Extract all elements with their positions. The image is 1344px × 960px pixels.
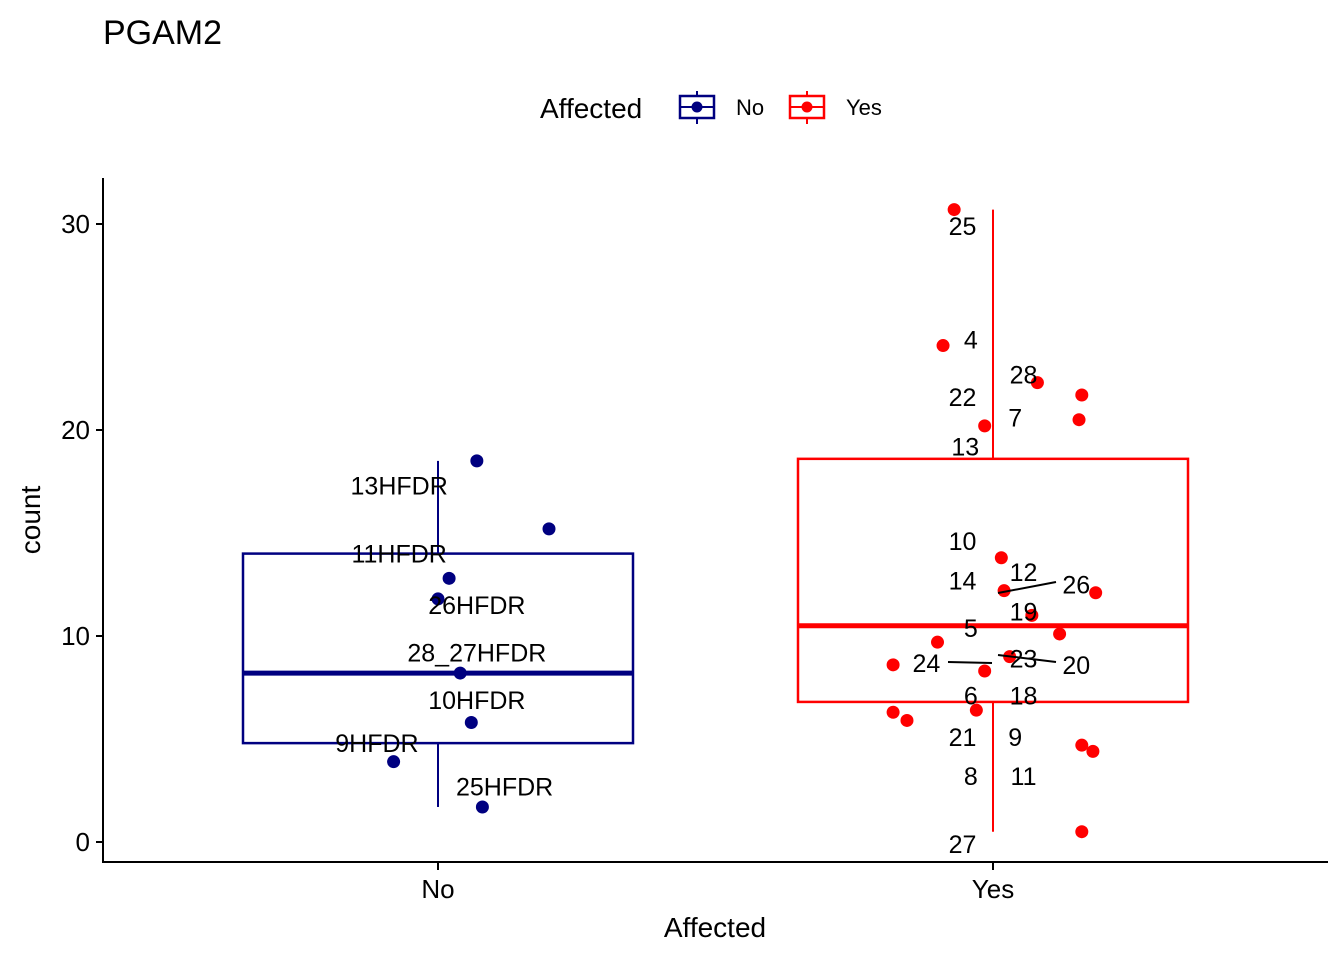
data-point bbox=[387, 755, 401, 769]
legend-label: No bbox=[736, 95, 764, 120]
data-point bbox=[1025, 608, 1039, 622]
point-label: 25HFDR bbox=[456, 773, 553, 801]
label-leader bbox=[997, 581, 1057, 594]
point-label: 22 bbox=[949, 384, 977, 412]
data-point bbox=[994, 551, 1008, 565]
point-label: 27 bbox=[949, 831, 977, 859]
point-label: 8 bbox=[964, 763, 978, 791]
point-label: 20 bbox=[1062, 652, 1090, 680]
label-leader bbox=[947, 661, 993, 664]
point-label: 26 bbox=[1062, 572, 1090, 600]
box-iqr bbox=[241, 552, 635, 745]
y-tick-label: 10 bbox=[61, 621, 90, 651]
point-label: 24 bbox=[912, 650, 940, 678]
data-point bbox=[453, 666, 467, 680]
point-label: 12 bbox=[1010, 559, 1038, 587]
data-point bbox=[470, 454, 484, 468]
legend-key-point bbox=[691, 101, 703, 113]
point-label: 7 bbox=[1008, 405, 1022, 433]
data-point bbox=[542, 522, 556, 536]
y-tick-label: 30 bbox=[61, 209, 90, 239]
legend: Affected No Yes bbox=[540, 91, 882, 124]
point-label: 28_27HFDR bbox=[407, 639, 546, 667]
data-point bbox=[947, 203, 961, 217]
data-point bbox=[978, 419, 992, 433]
data-point bbox=[936, 339, 950, 353]
data-point bbox=[464, 716, 478, 730]
point-label: 13 bbox=[951, 433, 979, 461]
data-point bbox=[1086, 744, 1100, 758]
point-label: 10 bbox=[949, 528, 977, 556]
y-tick-label: 20 bbox=[61, 415, 90, 445]
data-point bbox=[1075, 825, 1089, 839]
point-label: 9HFDR bbox=[335, 730, 418, 758]
legend-title: Affected bbox=[540, 93, 642, 124]
point-label: 13HFDR bbox=[351, 473, 448, 501]
y-axis-title: count bbox=[15, 486, 46, 555]
data-point bbox=[1075, 388, 1089, 402]
point-label: 11 bbox=[1011, 763, 1037, 791]
chart-title: PGAM2 bbox=[103, 14, 222, 52]
data-point bbox=[886, 705, 900, 719]
point-label: 25 bbox=[949, 213, 977, 241]
point-label: 4 bbox=[964, 326, 978, 354]
data-point bbox=[978, 664, 992, 678]
legend-label: Yes bbox=[846, 95, 882, 120]
point-label: 18 bbox=[1010, 683, 1038, 711]
point-label: 26HFDR bbox=[428, 592, 525, 620]
point-label: 10HFDR bbox=[428, 687, 525, 715]
data-point bbox=[969, 703, 983, 717]
data-point bbox=[1072, 413, 1086, 427]
label-leader bbox=[997, 654, 1057, 663]
point-label: 11HFDR bbox=[351, 541, 446, 569]
data-point bbox=[997, 584, 1011, 598]
y-tick-label: 0 bbox=[76, 827, 90, 857]
point-label: 14 bbox=[949, 567, 977, 595]
data-point bbox=[442, 571, 456, 585]
data-point bbox=[1030, 376, 1044, 390]
point-label: 19 bbox=[1010, 598, 1038, 626]
point-label: 21 bbox=[949, 724, 977, 752]
box-iqr bbox=[796, 457, 1190, 704]
data-point bbox=[431, 592, 445, 606]
legend-key-point bbox=[801, 101, 813, 113]
point-label: 5 bbox=[964, 615, 978, 643]
data-point bbox=[931, 635, 944, 649]
point-label: 28 bbox=[1010, 361, 1038, 389]
data-point bbox=[1075, 738, 1089, 752]
point-label: 9 bbox=[1008, 724, 1022, 752]
x-tick-label: No bbox=[421, 874, 454, 904]
data-point bbox=[475, 800, 489, 814]
x-tick-label: Yes bbox=[972, 874, 1014, 904]
data-point bbox=[900, 713, 914, 727]
data-point bbox=[886, 658, 900, 672]
x-axis-title: Affected bbox=[664, 912, 766, 943]
point-label: 6 bbox=[964, 683, 978, 711]
data-point bbox=[1053, 627, 1067, 641]
plot-area: 13HFDR 11HFDR 26HFDR 28_27HFDR 10HFDR 9HFDR 25… bbox=[241, 203, 1190, 859]
data-point bbox=[1089, 586, 1103, 600]
